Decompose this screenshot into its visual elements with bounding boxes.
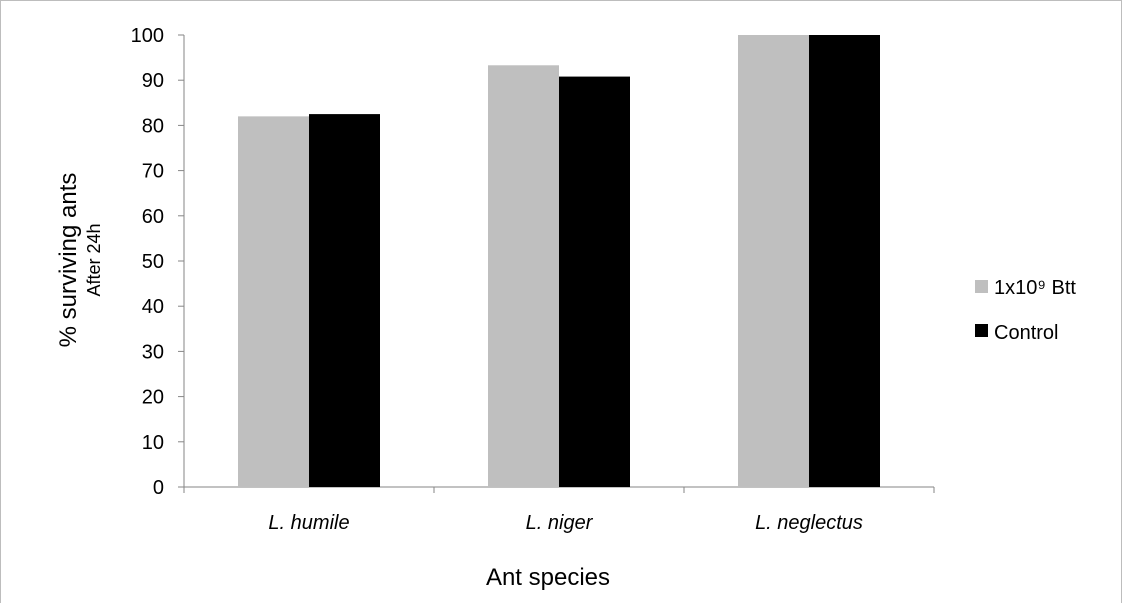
y-tick-label: 60 bbox=[142, 206, 164, 228]
y-axis-title: % surviving ants bbox=[55, 173, 82, 348]
legend-label-control: Control bbox=[994, 322, 1058, 344]
y-tick-label: 40 bbox=[142, 296, 164, 318]
bar-btt-2 bbox=[488, 65, 559, 487]
bar-control-1 bbox=[309, 114, 380, 487]
y-tick-label: 80 bbox=[142, 115, 164, 137]
y-axis-subtitle: After 24h bbox=[84, 223, 104, 296]
legend-swatch-control bbox=[975, 324, 988, 337]
x-tick-label: L. humile bbox=[268, 512, 349, 534]
bar-btt-3 bbox=[738, 35, 809, 487]
legend-label-btt: 1x10⁹ Btt bbox=[994, 277, 1076, 299]
x-tick-label: L. niger bbox=[526, 512, 594, 534]
y-axis: 0 10 20 30 40 50 60 70 80 90 100 bbox=[131, 25, 185, 499]
bar-btt-1 bbox=[238, 116, 309, 488]
x-axis-title: Ant species bbox=[486, 564, 610, 591]
legend: 1x10⁹ Btt Control bbox=[975, 277, 1076, 344]
bar-control-3 bbox=[809, 35, 880, 487]
bars bbox=[238, 35, 880, 488]
y-tick-label: 20 bbox=[142, 387, 164, 409]
y-tick-label: 70 bbox=[142, 161, 164, 183]
x-tick-label: L. neglectus bbox=[755, 512, 863, 534]
y-tick-label: 100 bbox=[131, 25, 164, 47]
y-tick-label: 90 bbox=[142, 70, 164, 92]
y-tick-label: 50 bbox=[142, 251, 164, 273]
y-tick-label: 30 bbox=[142, 341, 164, 363]
y-tick-label: 0 bbox=[153, 477, 164, 499]
legend-swatch-btt bbox=[975, 280, 988, 293]
bar-control-2 bbox=[559, 76, 630, 488]
y-tick-label: 10 bbox=[142, 432, 164, 454]
